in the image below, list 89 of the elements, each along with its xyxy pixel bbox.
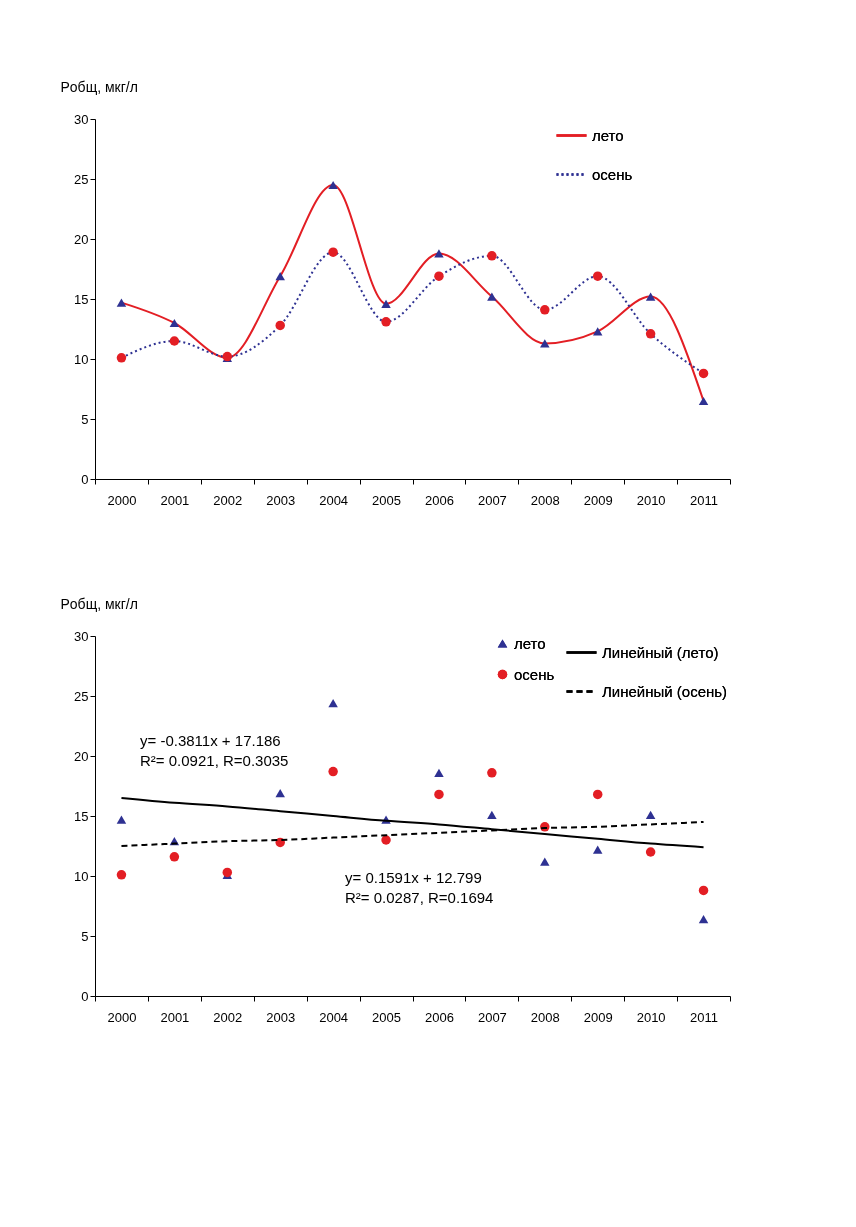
y-tick-label: 10 [74,351,89,367]
point [116,298,127,307]
y-tick-label: 20 [74,748,89,764]
point [169,318,180,328]
point [645,810,656,819]
point [434,249,444,258]
point [381,317,391,327]
point [116,353,127,363]
x-tick-label: 2005 [372,492,401,508]
point [169,852,180,862]
point [381,299,391,308]
legend-label: осень [592,165,633,183]
y-tick-label: 5 [81,928,89,944]
point [592,789,603,800]
x-tick-label: 2009 [583,492,613,508]
point [487,251,497,261]
x-tick-label: 2011 [690,1009,719,1025]
annotation: y= 0.1591x + 12.799 R²= 0.0287, R=0.1694 [345,869,494,907]
x-tick-label: 2011 [690,492,719,508]
x-tick-label: 2007 [477,492,507,508]
x-tick-label: 2006 [425,492,454,508]
x-tick-label: 2008 [530,492,560,508]
point [487,292,497,301]
x-tick-label: 2006 [425,1009,454,1025]
point [698,368,709,379]
y-tick-label: 5 [81,411,89,427]
point [328,699,338,708]
x-tick-label: 2003 [266,492,296,508]
point [434,768,444,777]
legend-label: осень [514,665,555,683]
point [592,845,603,854]
x-tick-label: 2005 [372,1009,401,1025]
y-tick-label: 0 [81,471,89,487]
point [381,835,391,845]
point [592,271,603,281]
point [275,320,285,331]
point [698,396,709,406]
y-tick-label: 30 [74,111,89,127]
legend-label: Линейный (осень) [602,682,728,700]
point [698,915,709,924]
legend-label: лето [514,634,546,652]
point [169,336,180,346]
point [698,885,709,896]
point [645,847,656,857]
x-tick-label: 2004 [319,492,349,508]
y-tick-label: 15 [74,291,89,307]
x-tick-label: 2009 [583,1009,613,1025]
x-tick-label: 2004 [319,1009,349,1025]
y-tick-label: 10 [74,868,89,884]
point [645,329,656,339]
point [540,305,550,315]
x-tick-label: 2001 [160,492,190,508]
legend-label: лето [592,126,624,144]
x-tick-label: 2000 [107,492,137,508]
y-tick-label: 25 [74,171,89,187]
x-tick-label: 2002 [213,1009,243,1025]
point [434,271,444,281]
point [487,810,497,819]
y-axis-title: Pобщ, мкг/л [60,78,138,95]
point [275,272,285,281]
y-tick-label: 25 [74,688,89,704]
x-tick-label: 2007 [477,1009,507,1025]
x-tick-label: 2003 [266,1009,296,1025]
point [116,815,127,824]
y-tick-label: 15 [74,808,89,824]
x-tick-label: 2002 [213,492,243,508]
legend-label: Линейный (лето) [602,643,719,661]
point [540,339,550,348]
point [592,327,603,336]
x-tick-label: 2000 [107,1009,137,1025]
x-tick-label: 2010 [636,492,666,508]
y-tick-label: 30 [74,628,89,644]
point [275,789,285,798]
x-tick-label: 2001 [160,1009,190,1025]
point [487,768,497,778]
annotation: y= -0.3811x + 17.186 R²= 0.0921, R=0.3035 [140,732,289,770]
y-tick-label: 20 [74,231,89,247]
point [116,870,127,880]
point [328,180,338,190]
x-tick-label: 2008 [530,1009,560,1025]
point [328,247,338,257]
point [434,789,444,800]
x-tick-label: 2010 [636,1009,666,1025]
point [328,766,338,777]
line-series [120,797,705,849]
y-axis-title: Pобщ, мкг/л [60,595,138,612]
point [540,857,550,866]
point [645,292,656,301]
y-tick-label: 0 [81,988,89,1004]
